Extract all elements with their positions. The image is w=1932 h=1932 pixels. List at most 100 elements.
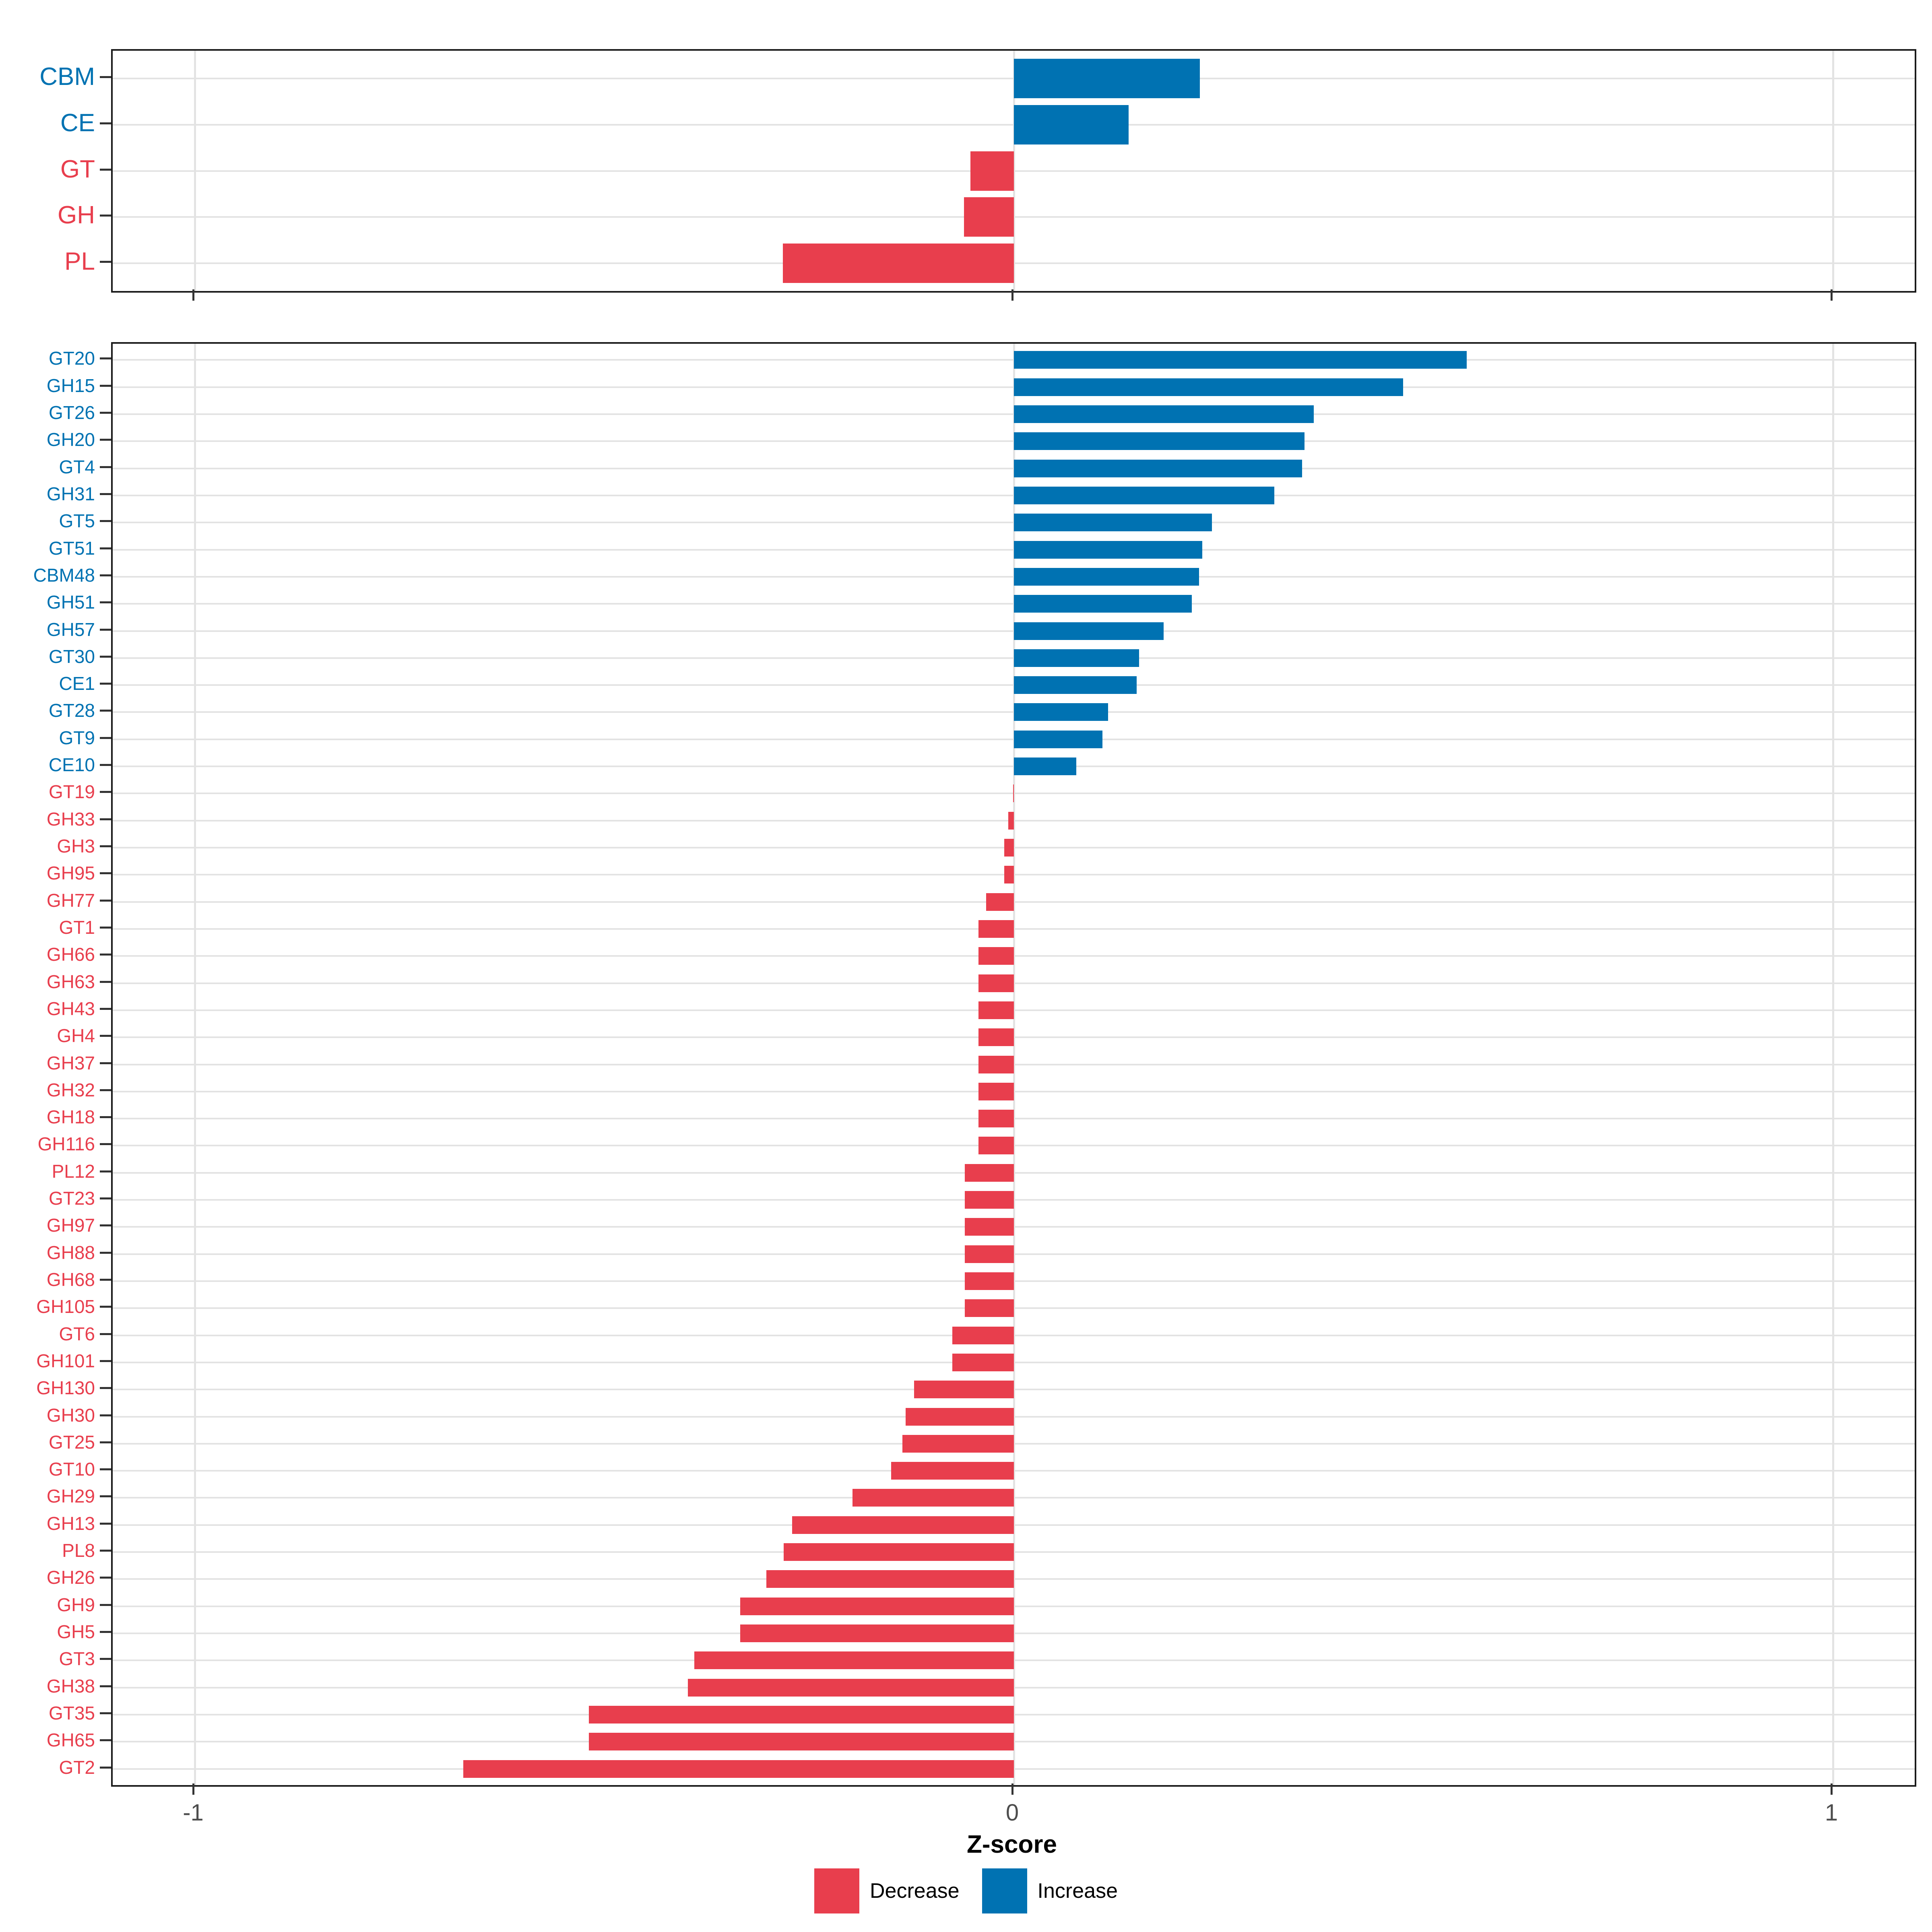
y-tick	[100, 76, 111, 78]
row-gridline	[113, 494, 1915, 496]
row-gridline	[113, 467, 1915, 469]
y-axis-label-GH15: GH15	[46, 375, 95, 396]
y-axis-label-GH105: GH105	[36, 1296, 95, 1317]
y-tick	[100, 872, 111, 875]
x-tick	[1011, 1783, 1013, 1795]
y-tick	[100, 1441, 111, 1443]
y-tick	[100, 357, 111, 360]
y-axis-label-GH130: GH130	[36, 1377, 95, 1399]
y-tick	[100, 1333, 111, 1335]
y-axis-label-GH3: GH3	[57, 836, 95, 857]
y-axis-label-GT: GT	[60, 155, 95, 183]
bar-GT25	[902, 1435, 1014, 1453]
bar-GH29	[852, 1489, 1014, 1507]
y-axis-label-GH18: GH18	[46, 1106, 95, 1128]
y-tick	[100, 1495, 111, 1498]
bar-GT3	[694, 1651, 1014, 1670]
y-tick	[100, 1631, 111, 1633]
legend-label-increase: Increase	[1037, 1879, 1118, 1903]
x-tick	[1831, 289, 1833, 301]
x-tick-label: 0	[1005, 1800, 1019, 1826]
y-tick	[100, 122, 111, 124]
bar-GH51	[1014, 595, 1192, 613]
y-axis-label-PL12: PL12	[52, 1160, 95, 1182]
panel-enzyme-families	[111, 342, 1916, 1787]
bar-GH31	[1014, 486, 1275, 504]
y-tick	[100, 1522, 111, 1525]
y-tick	[100, 791, 111, 793]
y-axis-label-GH101: GH101	[36, 1350, 95, 1371]
x-axis-title: Z-score	[967, 1831, 1057, 1858]
y-tick	[100, 574, 111, 576]
y-axis-label-GH77: GH77	[46, 890, 95, 911]
x-tick	[192, 1783, 194, 1795]
y-tick	[100, 547, 111, 549]
y-axis-label-GH13: GH13	[46, 1513, 95, 1534]
y-axis-label-GH51: GH51	[46, 592, 95, 613]
row-gridline	[113, 630, 1915, 632]
y-axis-label-GH32: GH32	[46, 1079, 95, 1100]
row-gridline	[113, 440, 1915, 442]
y-tick	[100, 683, 111, 685]
bar-GT9	[1014, 730, 1102, 748]
y-tick	[100, 1387, 111, 1389]
y-axis-label-GT23: GT23	[48, 1188, 95, 1209]
y-axis-label-GH97: GH97	[46, 1215, 95, 1236]
bar-GH95	[1004, 866, 1014, 884]
bar-GH63	[978, 974, 1014, 992]
y-tick	[100, 655, 111, 658]
row-gridline	[113, 413, 1915, 415]
bar-GH32	[978, 1082, 1014, 1100]
y-axis-label-GH30: GH30	[46, 1404, 95, 1426]
bar-CE10	[1014, 758, 1076, 776]
bar-GT6	[952, 1326, 1014, 1344]
row-gridline	[113, 738, 1915, 740]
x-tick	[192, 289, 194, 301]
y-axis-label-GH29: GH29	[46, 1486, 95, 1507]
bar-GT35	[588, 1705, 1014, 1724]
y-axis-label-GH: GH	[58, 201, 95, 229]
row-gridline	[113, 711, 1915, 713]
bar-GT28	[1014, 703, 1108, 721]
bar-CE	[1014, 105, 1129, 144]
y-tick	[100, 1035, 111, 1037]
panel-enzyme-classes	[111, 49, 1916, 293]
y-tick	[100, 1739, 111, 1742]
bar-GH15	[1014, 378, 1403, 396]
y-tick	[100, 1224, 111, 1227]
bar-GT19	[1013, 784, 1014, 803]
row-gridline	[113, 576, 1915, 578]
y-tick	[100, 1251, 111, 1254]
y-tick	[100, 1360, 111, 1362]
y-axis-label-GH57: GH57	[46, 619, 95, 640]
bar-GH5	[740, 1624, 1014, 1643]
y-axis-label-GT2: GT2	[59, 1757, 95, 1778]
bar-GH9	[740, 1597, 1014, 1615]
bar-GH105	[964, 1299, 1014, 1317]
y-tick	[100, 737, 111, 739]
y-tick	[100, 1116, 111, 1119]
bar-GH77	[986, 893, 1014, 911]
y-tick	[100, 980, 111, 983]
row-gridline	[113, 522, 1915, 524]
y-axis-label-CE1: CE1	[59, 673, 95, 694]
bar-GT26	[1014, 405, 1314, 423]
row-gridline	[113, 386, 1915, 388]
y-axis-label-GT3: GT3	[59, 1648, 95, 1670]
y-tick	[100, 1414, 111, 1416]
y-tick	[100, 764, 111, 766]
y-axis-label-GH66: GH66	[46, 944, 95, 965]
y-tick	[100, 1712, 111, 1714]
bar-GH4	[978, 1028, 1014, 1046]
y-tick	[100, 628, 111, 631]
bar-GT30	[1014, 649, 1139, 667]
bar-GH43	[978, 1001, 1014, 1019]
bar-GH18	[978, 1110, 1014, 1128]
bar-CBM48	[1014, 568, 1199, 586]
bar-GT4	[1014, 459, 1302, 477]
y-axis-label-GH20: GH20	[46, 429, 95, 450]
y-tick	[100, 1685, 111, 1687]
y-tick	[100, 899, 111, 902]
y-axis-label-GT6: GT6	[59, 1323, 95, 1344]
y-axis-label-GH26: GH26	[46, 1567, 95, 1588]
